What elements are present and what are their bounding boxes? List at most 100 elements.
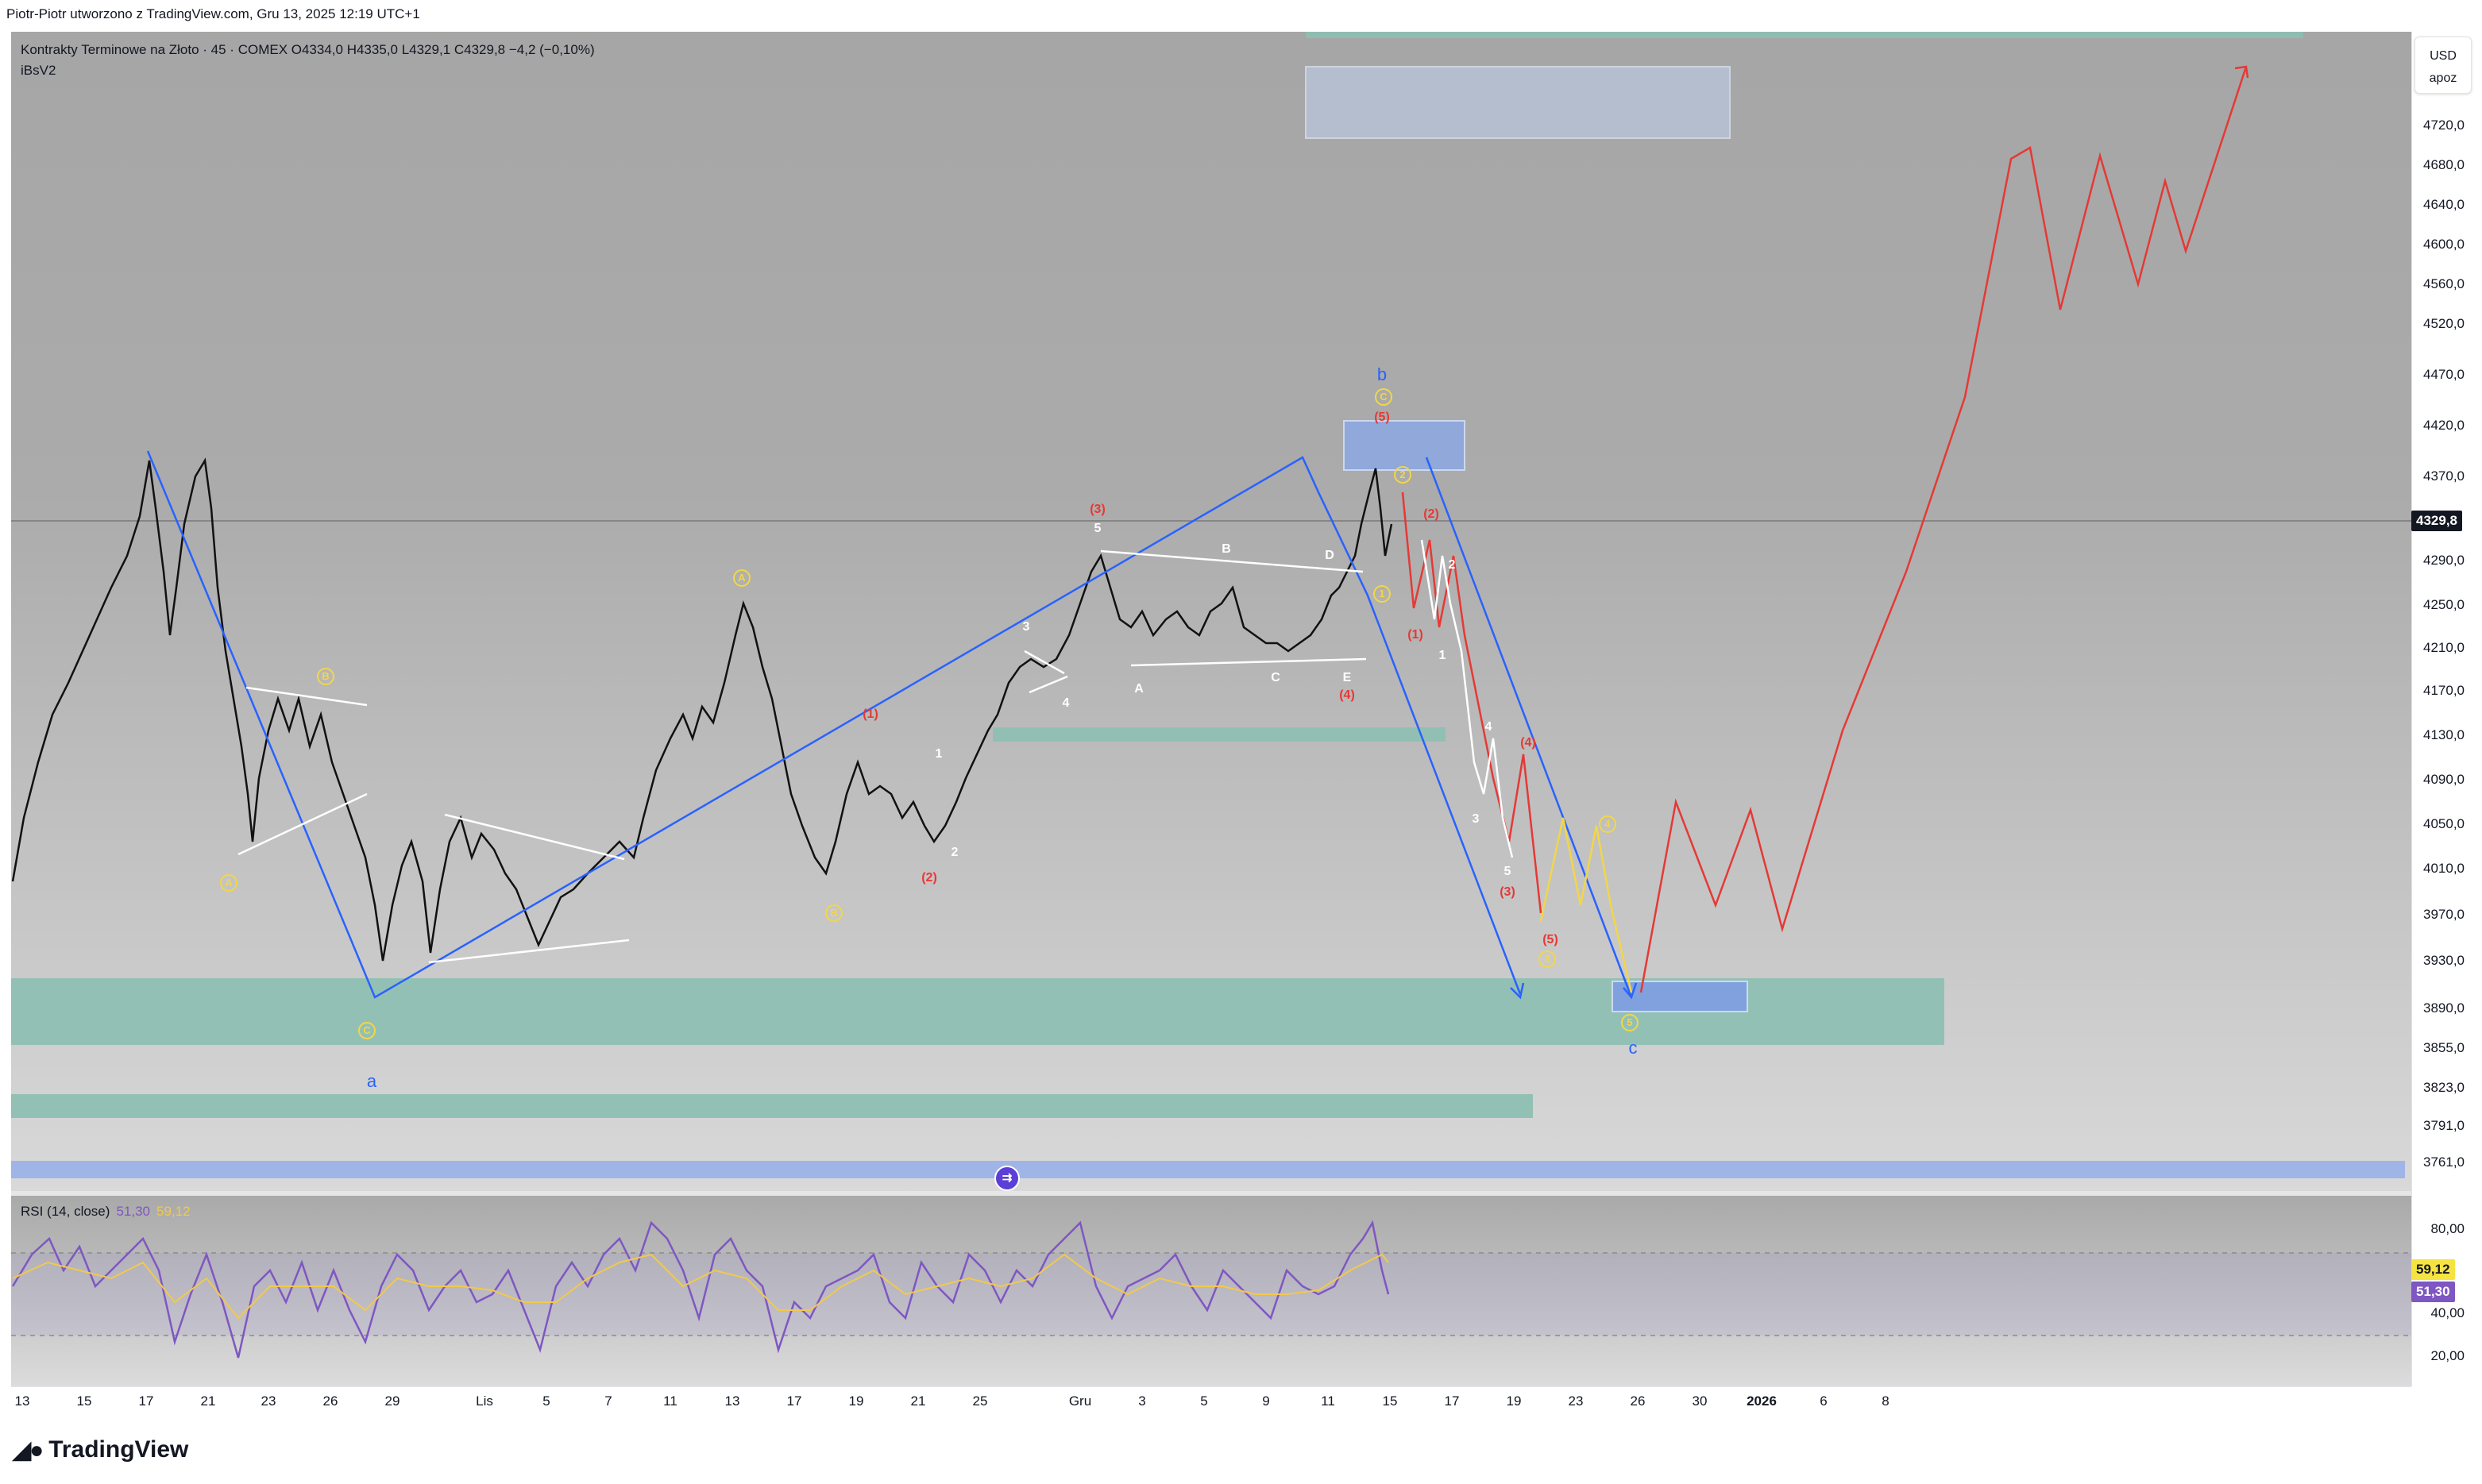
price-tick: 3823,0 xyxy=(2423,1080,2465,1095)
currency-code: USD xyxy=(2430,49,2457,63)
price-tick: 4720,0 xyxy=(2423,118,2465,133)
time-tick: 7 xyxy=(604,1393,612,1409)
time-tick: 21 xyxy=(200,1393,216,1409)
wave-label-b: b xyxy=(1376,364,1388,384)
red-label-5-right: (5) xyxy=(1542,933,1558,946)
rsi-ma-tag: 59,12 xyxy=(2411,1259,2455,1280)
circle-label-c1: C xyxy=(358,1022,376,1039)
pane-divider[interactable] xyxy=(11,1191,2411,1196)
price-tick: 4210,0 xyxy=(2423,640,2465,655)
red-label-2-right: (2) xyxy=(1423,507,1439,521)
author-line: Piotr-Piotr utworzono z TradingView.com,… xyxy=(6,6,420,21)
price-tick: 4170,0 xyxy=(2423,683,2465,698)
rsi-legend[interactable]: RSI (14, close) 51,30 59,12 xyxy=(21,1204,191,1220)
price-tick: 4130,0 xyxy=(2423,727,2465,742)
main-chart-pane[interactable] xyxy=(11,32,2411,1191)
price-tick: 3890,0 xyxy=(2423,1000,2465,1016)
tradingview-logo[interactable]: ◢● TradingView xyxy=(13,1436,188,1464)
price-tick: 3791,0 xyxy=(2423,1118,2465,1133)
time-tick: 19 xyxy=(1506,1393,1522,1409)
time-tick: 15 xyxy=(76,1393,92,1409)
rsi-pane[interactable] xyxy=(11,1196,2411,1386)
time-tick: 23 xyxy=(1568,1393,1584,1409)
time-tick: 13 xyxy=(724,1393,740,1409)
white-label-b: B xyxy=(1222,542,1231,556)
red-label-4-left: (4) xyxy=(1339,688,1355,702)
price-tick: 3761,0 xyxy=(2423,1154,2465,1170)
time-tick: 15 xyxy=(1382,1393,1398,1409)
price-tick: 3855,0 xyxy=(2423,1040,2465,1055)
white-label-e: E xyxy=(1342,671,1352,684)
time-tick: 13 xyxy=(14,1393,30,1409)
time-tick: 23 xyxy=(261,1393,276,1409)
time-tick: 5 xyxy=(1200,1393,1208,1409)
circle-label-3: 3 xyxy=(1538,950,1556,968)
time-tick: 11 xyxy=(663,1393,677,1409)
wave-label-c: c xyxy=(1628,1038,1638,1058)
wave-label-a: a xyxy=(366,1071,377,1091)
red-label-2-left: (2) xyxy=(921,871,937,885)
white-label-1b: 1 xyxy=(1438,649,1446,662)
price-tick: 4090,0 xyxy=(2423,772,2465,787)
red-label-4-right: (4) xyxy=(1520,736,1536,750)
time-tick: 25 xyxy=(972,1393,988,1409)
circle-label-a1: A xyxy=(220,874,237,892)
price-tick: 4010,0 xyxy=(2423,861,2465,876)
time-tick-year: 2026 xyxy=(1747,1393,1777,1409)
price-tick: 4520,0 xyxy=(2423,316,2465,331)
white-label-2b: 2 xyxy=(1448,558,1456,572)
white-label-c: C xyxy=(1271,671,1280,684)
time-tick: 3 xyxy=(1138,1393,1146,1409)
symbol-line[interactable]: Kontrakty Terminowe na Złoto · 45 · COME… xyxy=(21,42,595,57)
time-tick: 8 xyxy=(1882,1393,1889,1409)
time-axis[interactable]: 13 15 17 21 23 26 29 Lis 5 7 11 13 17 19… xyxy=(11,1386,2411,1413)
price-tick: 4600,0 xyxy=(2423,237,2465,252)
circle-label-a2: A xyxy=(733,569,751,587)
rsi-ma-value: 59,12 xyxy=(156,1204,191,1219)
currency-unit: apoz xyxy=(2429,71,2457,85)
price-tick: 4250,0 xyxy=(2423,597,2465,612)
white-label-4: 4 xyxy=(1062,696,1070,710)
white-label-3b: 3 xyxy=(1472,812,1480,826)
rsi-tick: 20,00 xyxy=(2430,1348,2465,1363)
current-price-tag: 4329,8 xyxy=(2411,511,2462,531)
circle-label-2: 2 xyxy=(1394,466,1411,484)
price-tick: 4370,0 xyxy=(2423,468,2465,484)
circle-label-1: 1 xyxy=(1373,585,1391,603)
white-label-2: 2 xyxy=(951,846,959,859)
rsi-value: 51,30 xyxy=(116,1204,150,1219)
price-tick: 3930,0 xyxy=(2423,953,2465,968)
time-tick: 26 xyxy=(1630,1393,1646,1409)
time-tick: 11 xyxy=(1321,1393,1335,1409)
price-tick: 4420,0 xyxy=(2423,418,2465,433)
currency-selector[interactable]: USD apoz xyxy=(2414,37,2472,94)
red-label-3-left: (3) xyxy=(1090,503,1106,516)
time-tick: 9 xyxy=(1262,1393,1270,1409)
white-label-1: 1 xyxy=(935,747,943,761)
time-tick: 19 xyxy=(848,1393,864,1409)
time-tick: 29 xyxy=(384,1393,400,1409)
time-tick: 30 xyxy=(1692,1393,1708,1409)
chart-legend: Kontrakty Terminowe na Złoto · 45 · COME… xyxy=(21,40,595,81)
circle-label-5: 5 xyxy=(1621,1014,1639,1031)
rsi-label: RSI (14, close) xyxy=(21,1204,110,1219)
red-label-5-left: (5) xyxy=(1374,411,1390,424)
indicator-name[interactable]: iBsV2 xyxy=(21,63,56,78)
white-label-4b: 4 xyxy=(1484,720,1492,734)
price-axis[interactable]: 4720,0 4680,0 4640,0 4600,0 4560,0 4520,… xyxy=(2411,32,2476,1386)
rsi-tick: 80,00 xyxy=(2430,1221,2465,1236)
white-label-5b: 5 xyxy=(1503,865,1511,878)
time-tick: 17 xyxy=(138,1393,154,1409)
price-tick: 4290,0 xyxy=(2423,553,2465,568)
time-tick: 6 xyxy=(1820,1393,1828,1409)
white-label-3: 3 xyxy=(1022,620,1030,634)
replay-icon[interactable]: ⇉ xyxy=(994,1166,1020,1191)
time-tick: 26 xyxy=(322,1393,338,1409)
price-tick: 4470,0 xyxy=(2423,367,2465,382)
red-label-3-right: (3) xyxy=(1500,885,1515,899)
circle-label-4: 4 xyxy=(1599,815,1616,833)
time-tick: 21 xyxy=(910,1393,926,1409)
price-tick: 4560,0 xyxy=(2423,276,2465,291)
price-tick: 4680,0 xyxy=(2423,157,2465,172)
red-label-1-left: (1) xyxy=(863,707,878,721)
